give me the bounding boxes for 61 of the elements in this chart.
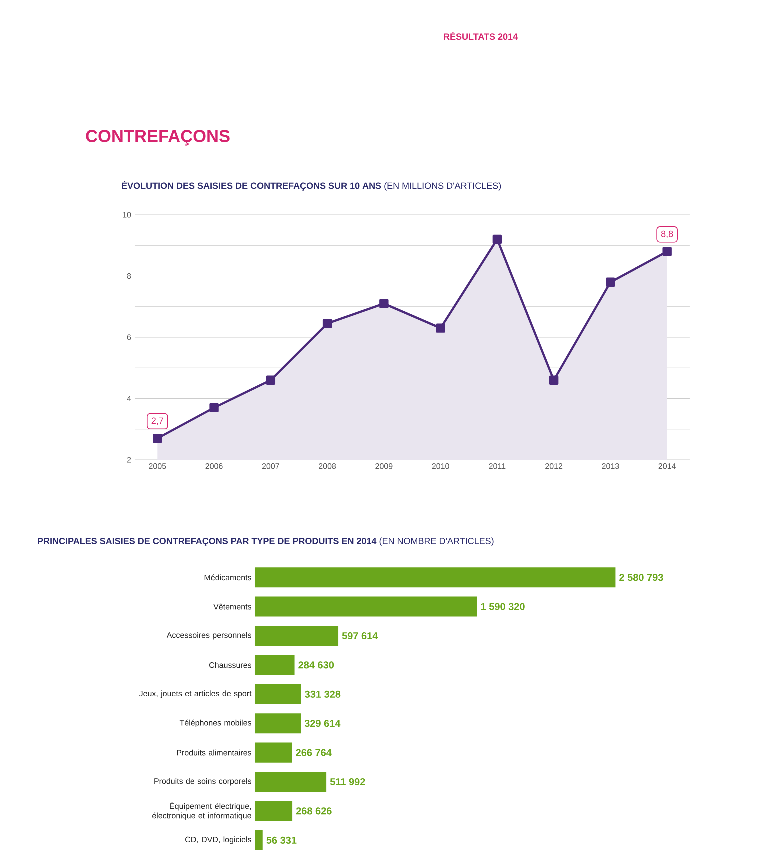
data-label: 329 614 xyxy=(304,720,341,728)
x-tick-label: 2008 xyxy=(319,464,336,470)
y-tick-label: Vêtements xyxy=(214,604,252,610)
data-label: 2 580 793 xyxy=(620,574,664,582)
data-label: 2,7 xyxy=(152,418,164,426)
x-tick-label: 2014 xyxy=(658,464,676,470)
point xyxy=(606,278,616,287)
x-tick-label: 2006 xyxy=(206,464,223,470)
bar xyxy=(254,772,327,792)
x-tick-label: 2009 xyxy=(376,464,393,470)
x-tick-label: 2013 xyxy=(602,464,620,470)
data-label: 597 614 xyxy=(342,632,378,640)
point xyxy=(492,234,502,244)
data-label: 284 630 xyxy=(298,662,334,669)
data-label: 331 328 xyxy=(305,690,341,698)
y-tick-label: 2 xyxy=(127,457,132,463)
data-label: 1 590 320 xyxy=(481,603,525,610)
chart-title: PRINCIPALES SAISIES DE CONTREFAÇONS PAR TYPE DE PRODUITS EN 2014 (EN NOMBRE D'ARTICLES) xyxy=(38,538,494,546)
point xyxy=(380,299,389,308)
y-tick-label: Téléphones mobiles xyxy=(180,720,252,728)
y-tick-label: Équipement électrique, électronique et informatique xyxy=(152,802,252,820)
y-tick-label: Accessoires personnels xyxy=(166,632,252,640)
point xyxy=(266,376,276,385)
y-tick-label: Produits alimentaires xyxy=(177,750,252,756)
data-label: 266 764 xyxy=(296,749,332,756)
bar xyxy=(254,655,295,676)
point xyxy=(322,319,332,328)
y-tick-label: CD, DVD, logiciels xyxy=(186,836,252,844)
data-label: 8,8 xyxy=(661,230,674,238)
y-tick-label: Chaussures xyxy=(210,662,252,668)
y-tick-label: Jeux, jouets et articles de sport xyxy=(139,690,252,698)
x-tick-label: 2007 xyxy=(262,464,280,470)
bar xyxy=(254,684,302,704)
bar xyxy=(254,742,292,763)
point xyxy=(662,247,672,256)
data-label: 268 626 xyxy=(296,808,332,815)
bar xyxy=(254,801,293,822)
data-label: 511 992 xyxy=(330,778,366,786)
y-tick-label: Produits de soins corporels xyxy=(154,778,252,786)
x-tick-label: 2005 xyxy=(149,464,166,470)
y-tick-label: Médicaments xyxy=(204,574,252,581)
point xyxy=(549,376,559,385)
text: CONTREFAÇONS xyxy=(86,130,230,146)
bar xyxy=(254,626,339,646)
y-tick-label: 4 xyxy=(127,396,132,402)
point xyxy=(436,324,446,333)
y-tick-label: 8 xyxy=(127,273,132,280)
point xyxy=(153,434,162,444)
bar xyxy=(254,714,302,734)
y-tick-label: 6 xyxy=(127,334,132,340)
chart-title: ÉVOLUTION DES SAISIES DE CONTREFAÇONS SUR 10 ANS (EN MILLIONS D'ARTICLES) xyxy=(122,181,502,191)
bar xyxy=(254,830,263,850)
y-tick-label: 10 xyxy=(123,212,132,218)
x-tick-label: 2012 xyxy=(546,464,563,470)
bar xyxy=(254,596,478,617)
x-tick-label: 2010 xyxy=(432,464,450,470)
bar xyxy=(254,568,616,588)
data-label: 56 331 xyxy=(266,836,297,844)
text: RÉSULTATS 2014 xyxy=(444,32,518,40)
point xyxy=(210,403,219,413)
x-tick-label: 2011 xyxy=(489,464,506,470)
